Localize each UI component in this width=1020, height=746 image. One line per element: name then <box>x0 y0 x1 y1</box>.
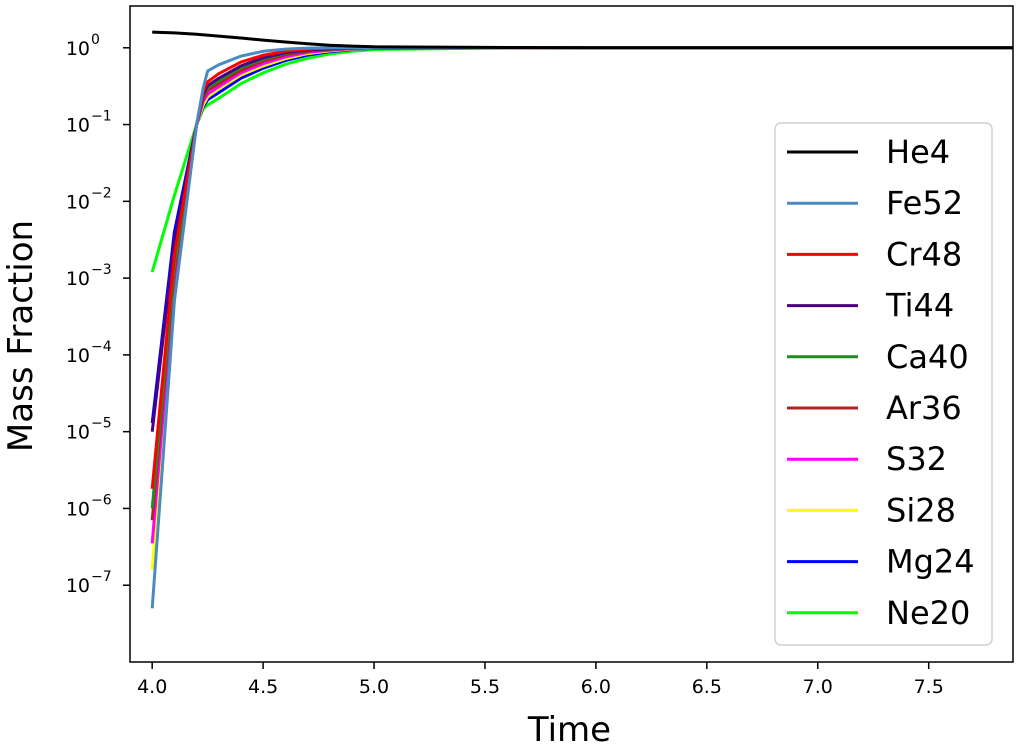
x-tick-label: 6.5 <box>692 676 722 698</box>
y-tick-label: 10 <box>66 575 90 597</box>
x-tick-label: 5.0 <box>359 676 389 698</box>
y-tick-exponent: −1 <box>91 109 112 125</box>
legend: He4 Fe52 Cr48 Ti44 Ca40 Ar36 S32 Si28 Mg24 Ne20 <box>774 122 993 646</box>
y-tick-exponent: −5 <box>91 416 112 432</box>
legend-label-ar36: Ar36 <box>886 389 962 427</box>
y-tick-label: 10 <box>66 38 90 60</box>
series-line-he4 <box>152 30 1013 50</box>
y-tick-exponent: −3 <box>91 262 112 278</box>
y-axis-label: Mass Fraction <box>1 220 41 452</box>
legend-label-cr48: Cr48 <box>886 235 962 273</box>
x-axis-label: Time <box>527 710 611 746</box>
y-tick-exponent: 0 <box>91 32 100 48</box>
legend-label-ti44: Ti44 <box>885 287 954 325</box>
y-tick-label: 10 <box>66 498 90 520</box>
x-tick-label: 5.5 <box>470 676 500 698</box>
x-tick-label: 6.0 <box>581 676 611 698</box>
y-tick-exponent: −6 <box>91 492 112 508</box>
legend-label-si28: Si28 <box>886 491 956 529</box>
y-tick-label: 10 <box>66 115 90 137</box>
y-tick-exponent: −4 <box>91 339 112 355</box>
legend-label-fe52: Fe52 <box>886 184 963 222</box>
legend-label-s32: S32 <box>886 440 947 478</box>
y-tick-label: 10 <box>66 268 90 290</box>
series-layer <box>150 30 1013 609</box>
x-tick-label: 7.0 <box>803 676 833 698</box>
x-axis: 4.0 4.5 5.0 5.5 6.0 6.5 7.0 7.5 <box>137 662 944 698</box>
y-tick-exponent: −2 <box>91 185 112 201</box>
y-tick-exponent: −7 <box>91 569 112 585</box>
x-tick-label: 4.5 <box>248 676 278 698</box>
legend-label-ne20: Ne20 <box>886 594 970 632</box>
y-tick-label: 10 <box>66 345 90 367</box>
y-tick-label: 10 <box>66 191 90 213</box>
legend-label-he4: He4 <box>886 133 950 171</box>
legend-label-mg24: Mg24 <box>886 543 975 581</box>
plot-frame <box>129 5 1014 663</box>
legend-label-ca40: Ca40 <box>886 338 969 376</box>
x-tick-label: 7.5 <box>914 676 944 698</box>
y-tick-label: 10 <box>66 422 90 444</box>
x-tick-label: 4.0 <box>137 676 167 698</box>
